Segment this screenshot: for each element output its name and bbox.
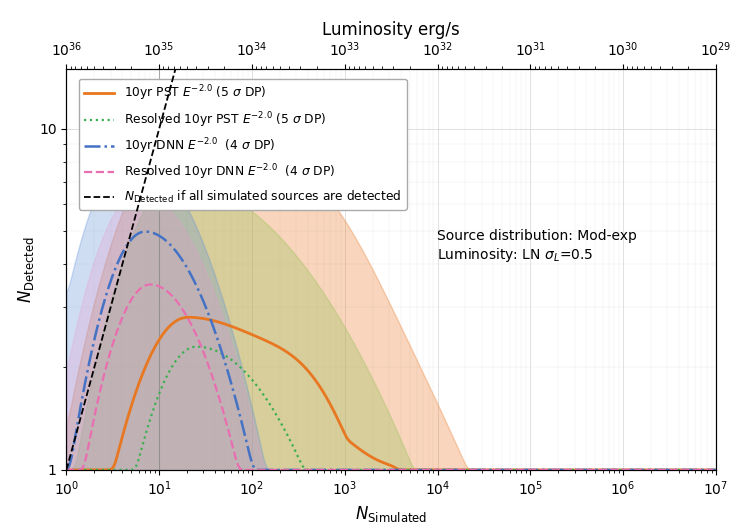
X-axis label: $N_{\mathrm{Simulated}}$: $N_{\mathrm{Simulated}}$ — [355, 504, 427, 524]
X-axis label: Luminosity erg/s: Luminosity erg/s — [323, 21, 460, 39]
Text: Source distribution: Mod-exp
Luminosity: LN $\sigma_L$=0.5: Source distribution: Mod-exp Luminosity:… — [437, 229, 636, 264]
Legend: 10yr PST $E^{-2.0}$ (5 $\sigma$ DP), Resolved 10yr PST $E^{-2.0}$ (5 $\sigma$ DP: 10yr PST $E^{-2.0}$ (5 $\sigma$ DP), Res… — [79, 79, 407, 210]
Y-axis label: $N_{\mathrm{Detected}}$: $N_{\mathrm{Detected}}$ — [16, 236, 36, 303]
